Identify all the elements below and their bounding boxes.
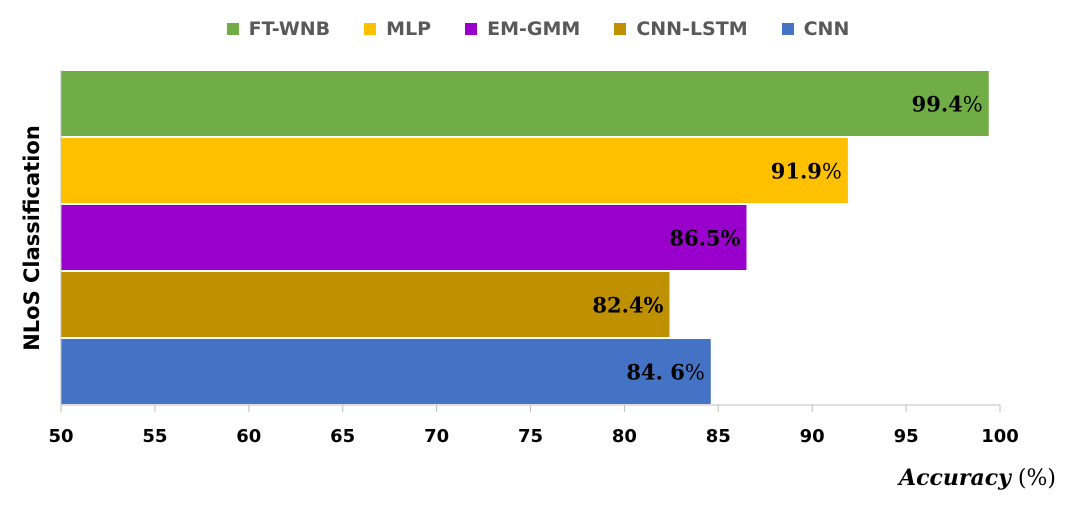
data-label-value: 82.4%	[592, 293, 663, 318]
legend-swatch-cnn-lstm	[614, 23, 627, 35]
legend-swatch-em-gmm	[465, 23, 478, 35]
data-label-cnn-lstm: 82.4%	[592, 293, 663, 318]
data-label-unit: %	[963, 93, 983, 117]
bar-cnn	[61, 339, 711, 404]
x-tick-label-50: 50	[48, 426, 73, 447]
x-tick-label-55: 55	[142, 426, 167, 447]
x-tick-label-90: 90	[800, 426, 825, 447]
x-tick-label-95: 95	[894, 426, 919, 447]
legend-item-mlp: MLP	[364, 18, 431, 40]
data-label-em-gmm: 86.5%	[669, 226, 740, 251]
x-tick-label-60: 60	[236, 426, 261, 447]
bar-ft-wnb	[61, 71, 989, 136]
data-label-value: 99.4	[912, 92, 963, 117]
data-label-value: 91.9	[771, 159, 822, 184]
legend-swatch-cnn	[781, 23, 794, 35]
data-label-unit: %	[685, 361, 705, 385]
legend-item-cnn: CNN	[781, 18, 850, 40]
legend-item-cnn-lstm: CNN-LSTM	[614, 18, 748, 40]
legend-item-ft-wnb: FT-WNB	[226, 18, 331, 40]
x-axis-label-text: Accuracy	[899, 465, 1011, 491]
legend-swatch-mlp	[364, 23, 377, 35]
legend-swatch-ft-wnb	[226, 23, 239, 35]
legend-label-mlp: MLP	[386, 18, 432, 40]
data-label-value: 84. 6	[626, 360, 684, 385]
data-label-cnn: 84. 6%	[626, 360, 704, 385]
chart-legend: FT-WNB MLP EM-GMM CNN-LSTM CNN	[0, 18, 1076, 40]
x-tick-label-70: 70	[424, 426, 449, 447]
x-axis-label-unit: (%)	[1017, 466, 1056, 491]
legend-label-ft-wnb: FT-WNB	[248, 18, 331, 40]
x-axis-label: Accuracy (%)	[899, 465, 1056, 491]
x-tick-label-100: 100	[981, 426, 1019, 447]
bar-em-gmm	[61, 205, 747, 270]
legend-label-cnn-lstm: CNN-LSTM	[636, 18, 748, 40]
x-tick-label-80: 80	[612, 426, 637, 447]
data-label-ft-wnb: 99.4%	[912, 92, 983, 117]
data-label-value: 86.5%	[669, 226, 740, 251]
legend-label-em-gmm: EM-GMM	[487, 18, 581, 40]
legend-label-cnn: CNN	[803, 18, 850, 40]
data-label-unit: %	[822, 160, 842, 184]
bar-mlp	[61, 138, 848, 203]
data-label-mlp: 91.9%	[771, 159, 842, 184]
x-tick-label-75: 75	[518, 426, 543, 447]
legend-item-em-gmm: EM-GMM	[465, 18, 580, 40]
x-tick-label-65: 65	[330, 426, 355, 447]
x-tick-label-85: 85	[706, 426, 731, 447]
bar-cnn-lstm	[61, 272, 670, 337]
